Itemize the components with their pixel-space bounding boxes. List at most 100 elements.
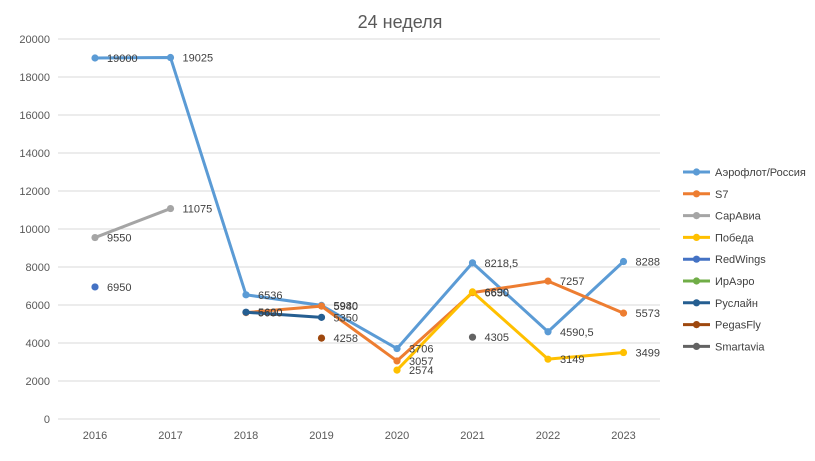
- y-tick-label: 0: [44, 414, 50, 426]
- legend-item[interactable]: Победа: [683, 232, 754, 244]
- data-point: [393, 344, 401, 353]
- legend-item[interactable]: Smartavia: [683, 341, 765, 353]
- data-label: 6690: [485, 287, 509, 299]
- y-tick-label: 18000: [19, 72, 50, 84]
- data-label: 5573: [636, 308, 660, 320]
- data-label: 3499: [636, 348, 660, 360]
- legend-swatch-marker: [692, 190, 701, 198]
- data-point: [393, 366, 401, 374]
- series-lines: [91, 53, 628, 374]
- legend-item[interactable]: СарАвиа: [683, 211, 762, 223]
- data-label: 19000: [107, 53, 138, 65]
- series-line: [244, 310, 323, 319]
- data-label: 19025: [183, 53, 214, 65]
- legend-swatch-marker: [692, 233, 701, 241]
- data-label: 6650: [485, 288, 509, 300]
- data-point: [468, 259, 477, 267]
- data-point: [468, 288, 477, 296]
- y-axis-ticks: 0 2000 4000 6000 8000 10000 12000 14000 16000 180…: [19, 34, 50, 426]
- data-point: [242, 291, 250, 299]
- legend-label: СарАвиа: [715, 211, 762, 223]
- series-PegasFly: [317, 334, 326, 342]
- data-point: [619, 348, 628, 357]
- data-label: 5940: [334, 301, 358, 313]
- data-point: [544, 328, 552, 336]
- data-label: 2574: [409, 365, 433, 377]
- data-point: [619, 257, 628, 266]
- legend-label: Руслайн: [715, 298, 758, 310]
- y-tick-label: 6000: [26, 300, 50, 312]
- data-point: [242, 308, 250, 316]
- data-label: 6536: [258, 290, 282, 302]
- x-tick-label: 2018: [234, 430, 258, 442]
- data-label: 4305: [485, 332, 509, 344]
- y-tick-label: 20000: [19, 34, 50, 46]
- x-tick-label: 2021: [460, 430, 484, 442]
- legend-swatch-marker: [692, 212, 701, 220]
- data-point: [91, 54, 99, 62]
- legend-label: ИрАэро: [715, 276, 754, 288]
- series-line: [244, 279, 625, 363]
- legend-label: PegasFly: [715, 320, 761, 332]
- legend-item[interactable]: S7: [683, 189, 728, 201]
- gridlines: [58, 38, 660, 420]
- legend-swatch-marker: [692, 321, 701, 329]
- x-axis-ticks: 2016 2017 2018 2019 2020 2021 2022 2023: [83, 430, 636, 442]
- y-tick-label: 2000: [26, 376, 50, 388]
- y-tick-label: 14000: [19, 148, 50, 160]
- legend-item[interactable]: Руслайн: [683, 298, 758, 310]
- legend-item[interactable]: RedWings: [683, 254, 766, 266]
- legend-item[interactable]: ИрАэро: [683, 276, 754, 288]
- x-tick-label: 2023: [611, 430, 635, 442]
- legend[interactable]: Аэрофлот/Россия S7 СарАвиа Победа RedWings Ир…: [683, 167, 806, 353]
- data-label: 4258: [334, 333, 358, 345]
- data-point: [166, 53, 175, 62]
- legend-label: Аэрофлот/Россия: [715, 167, 806, 179]
- chart-title: 24 неделя: [358, 12, 443, 32]
- data-point: [317, 334, 326, 342]
- data-label: 5600: [258, 308, 282, 320]
- legend-item[interactable]: Аэрофлот/Россия: [683, 167, 806, 179]
- series-S7: [242, 277, 628, 365]
- data-label: 3149: [560, 354, 584, 366]
- data-point: [544, 277, 552, 285]
- x-tick-label: 2016: [83, 430, 107, 442]
- data-label: 11075: [183, 204, 213, 216]
- x-tick-label: 2022: [536, 430, 560, 442]
- series-line: [93, 207, 172, 240]
- data-point: [619, 309, 628, 317]
- legend-swatch-marker: [692, 255, 701, 263]
- legend-label: S7: [715, 189, 728, 201]
- legend-label: RedWings: [715, 254, 766, 266]
- data-point: [91, 283, 99, 291]
- legend-swatch-marker: [692, 277, 701, 285]
- data-label: 5980: [334, 300, 358, 312]
- data-label: 6950: [107, 282, 131, 294]
- x-tick-label: 2019: [309, 430, 333, 442]
- series-line: [395, 290, 625, 372]
- data-labels: 19000 19025 6536 5980 3706 8218,5 4590,5 8288 56…: [107, 53, 660, 378]
- data-label: 8218,5: [485, 258, 519, 270]
- y-tick-label: 16000: [19, 110, 50, 122]
- legend-swatch-marker: [692, 299, 701, 307]
- y-tick-label: 10000: [19, 224, 50, 236]
- data-label: 5620: [258, 307, 282, 319]
- x-tick-label: 2020: [385, 430, 409, 442]
- series-Smartavia: [468, 333, 477, 341]
- data-point: [317, 302, 326, 310]
- data-point: [166, 204, 175, 213]
- series-Аэрофлот/Россия: [91, 53, 628, 353]
- legend-swatch-marker: [692, 342, 701, 350]
- data-label: 3706: [409, 344, 433, 356]
- legend-item[interactable]: PegasFly: [683, 320, 761, 332]
- data-label: 4590,5: [560, 327, 594, 339]
- y-tick-label: 4000: [26, 338, 50, 350]
- series-Победа: [393, 288, 628, 374]
- data-label: 7257: [560, 276, 584, 288]
- legend-label: Smartavia: [715, 341, 765, 353]
- data-point: [317, 313, 326, 321]
- legend-label: Победа: [715, 232, 754, 244]
- series-RedWings: [91, 283, 99, 291]
- series-Руслайн: [242, 308, 326, 321]
